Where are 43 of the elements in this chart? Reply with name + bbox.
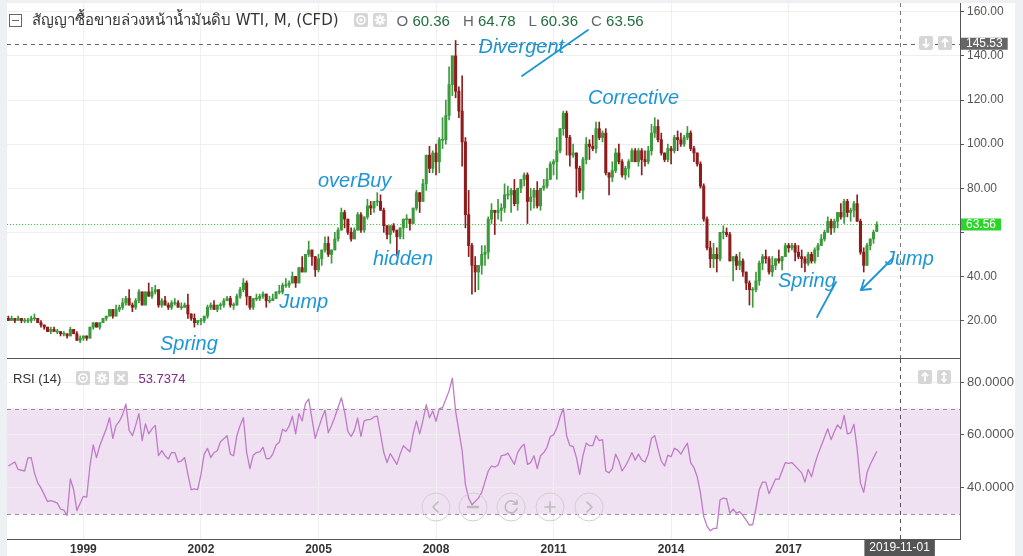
x-tick-label: 1999 bbox=[70, 541, 98, 556]
annotation: C 63.56 bbox=[591, 11, 644, 29]
annotation: overBuy bbox=[318, 168, 392, 192]
candlestick bbox=[493, 209, 497, 235]
y-tick-label: 60.0000 bbox=[967, 426, 1014, 442]
y-tick-label: 80.00 bbox=[967, 180, 998, 195]
x-tick-label: 2008 bbox=[422, 541, 450, 556]
annotation: Divergent bbox=[478, 34, 566, 57]
x-tick-label: 2017 bbox=[775, 541, 803, 556]
y-tick-label: 40.0000 bbox=[967, 479, 1014, 495]
text: สัญญาซื้อขายล่วงหน้าน้ำมันดิบ WTI, M, (CFD) bbox=[32, 8, 339, 31]
x-tick-label: 2011 bbox=[540, 541, 567, 556]
y-tick-label: 20.00 bbox=[967, 312, 998, 327]
candlestick bbox=[509, 187, 513, 213]
annotation: H 64.78 bbox=[462, 11, 516, 29]
y-tick-label: 140.00 bbox=[967, 48, 1005, 63]
y-tick-label: 40.00 bbox=[967, 268, 998, 283]
y-tick-label: 120.00 bbox=[967, 92, 1005, 107]
annotation: hidden bbox=[373, 246, 434, 270]
candlestick bbox=[496, 198, 500, 220]
x-tick-label: 2005 bbox=[305, 541, 333, 556]
annotation: Jump bbox=[885, 246, 934, 270]
candlestick bbox=[777, 249, 781, 264]
annotation: Spring bbox=[160, 331, 218, 355]
ref-line-label: 2019-11-01 bbox=[869, 540, 931, 555]
candlestick bbox=[715, 247, 719, 273]
annotation: 53.7374 bbox=[138, 370, 186, 386]
annotation: O 60.36 bbox=[396, 11, 450, 29]
annotation: Corrective bbox=[588, 85, 680, 109]
x-tick-label: 2002 bbox=[187, 541, 215, 556]
y-tick-label: 100.00 bbox=[967, 136, 1005, 151]
ref-line-label: 145.53 bbox=[966, 36, 1004, 51]
y-tick-label: 80.0000 bbox=[967, 373, 1014, 389]
y-tick-label: 160.00 bbox=[967, 4, 1005, 19]
annotation: L 60.36 bbox=[528, 11, 579, 29]
ref-line-label: 63.56 bbox=[966, 216, 997, 231]
annotation: Spring bbox=[778, 268, 836, 292]
candlestick bbox=[731, 256, 735, 282]
candlestick bbox=[800, 249, 804, 268]
candlestick bbox=[7, 315, 10, 321]
text: RSI (14) bbox=[13, 370, 62, 386]
x-tick-label: 2014 bbox=[657, 541, 685, 556]
annotation: Jump bbox=[278, 290, 329, 313]
